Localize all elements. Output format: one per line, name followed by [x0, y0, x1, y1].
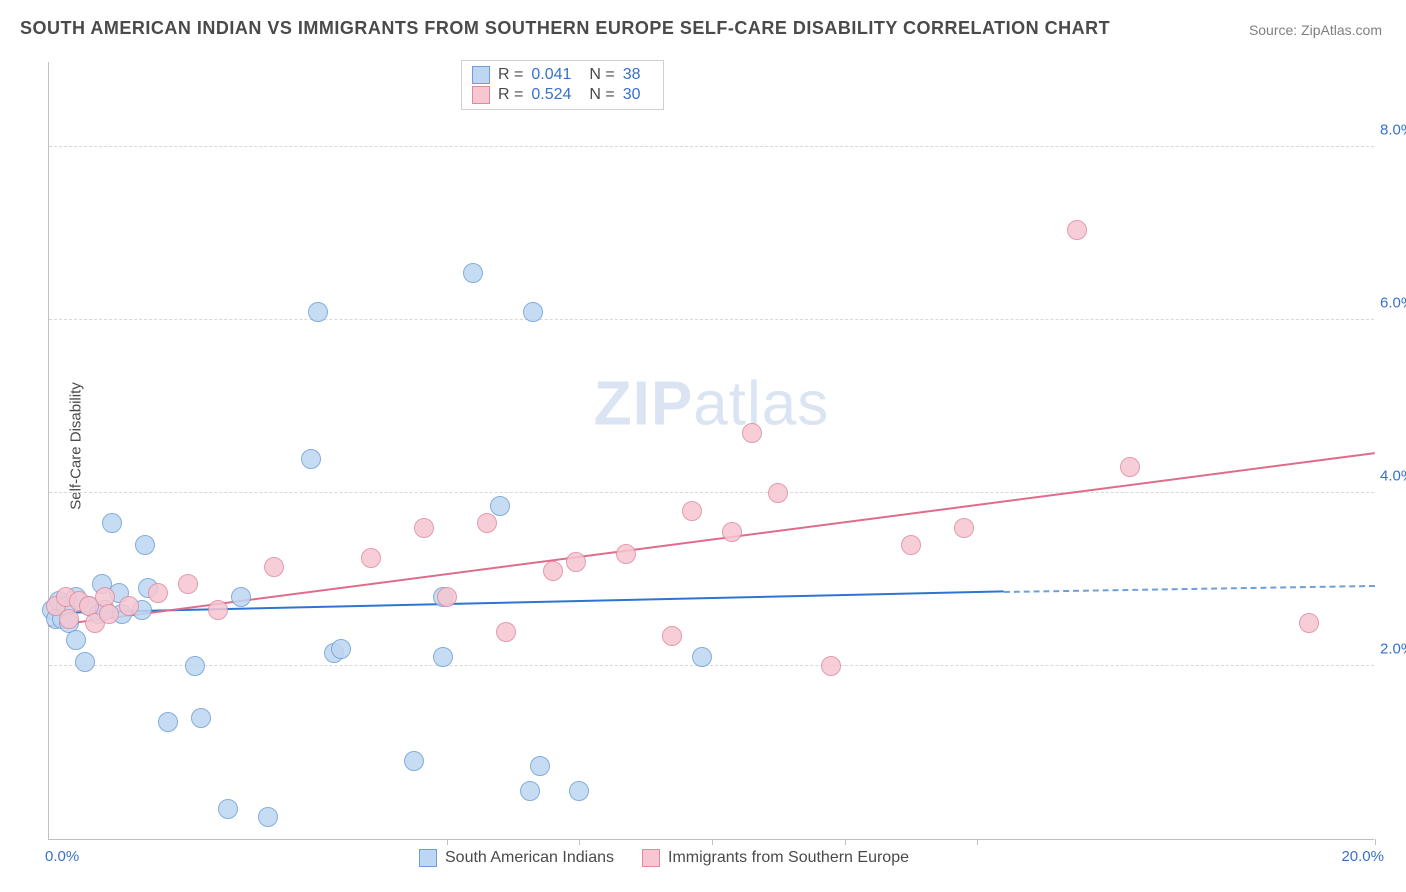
chart-title: SOUTH AMERICAN INDIAN VS IMMIGRANTS FROM… [20, 18, 1110, 39]
r-value-ise: 0.524 [531, 86, 571, 104]
data-point [119, 596, 139, 616]
stats-legend-box: R = 0.041 N = 38 R = 0.524 N = 30 [461, 60, 664, 110]
data-point [218, 799, 238, 819]
data-point [742, 423, 762, 443]
legend-item-ise: Immigrants from Southern Europe [642, 849, 909, 867]
data-point [520, 781, 540, 801]
trend-line [49, 591, 1004, 615]
n-value-sai: 38 [623, 66, 641, 84]
trend-line [1004, 585, 1375, 593]
data-point [148, 583, 168, 603]
n-label: N = [589, 86, 614, 104]
data-point [258, 807, 278, 827]
legend-item-sai: South American Indians [419, 849, 614, 867]
r-value-sai: 0.041 [531, 66, 571, 84]
data-point [437, 587, 457, 607]
data-point [414, 518, 434, 538]
gridline [49, 492, 1374, 493]
data-point [662, 626, 682, 646]
y-tick-label: 6.0% [1380, 295, 1406, 312]
data-point [566, 552, 586, 572]
data-point [231, 587, 251, 607]
legend-label-ise: Immigrants from Southern Europe [668, 849, 909, 867]
data-point [178, 574, 198, 594]
data-point [1120, 457, 1140, 477]
gridline [49, 319, 1374, 320]
x-tick-mark [845, 839, 846, 845]
data-point [308, 302, 328, 322]
legend-swatch-ise [642, 849, 660, 867]
y-tick-label: 2.0% [1380, 641, 1406, 658]
data-point [264, 557, 284, 577]
data-point [543, 561, 563, 581]
x-tick-label-min: 0.0% [45, 848, 79, 865]
x-tick-mark [579, 839, 580, 845]
gridline [49, 146, 1374, 147]
data-point [66, 630, 86, 650]
data-point [1299, 613, 1319, 633]
y-tick-label: 8.0% [1380, 122, 1406, 139]
n-value-ise: 30 [623, 86, 641, 104]
data-point [682, 501, 702, 521]
x-tick-mark [712, 839, 713, 845]
watermark-bold: ZIP [594, 369, 693, 438]
data-point [901, 535, 921, 555]
data-point [821, 656, 841, 676]
plot-area: ZIPatlas R = 0.041 N = 38 R = 0.524 N = … [48, 62, 1374, 840]
data-point [158, 712, 178, 732]
stats-row-sai: R = 0.041 N = 38 [472, 65, 651, 85]
gridline [49, 665, 1374, 666]
data-point [954, 518, 974, 538]
watermark: ZIPatlas [594, 368, 829, 439]
data-point [191, 708, 211, 728]
data-point [185, 656, 205, 676]
legend-label-sai: South American Indians [445, 849, 614, 867]
data-point [490, 496, 510, 516]
data-point [569, 781, 589, 801]
data-point [768, 483, 788, 503]
source-label: Source: ZipAtlas.com [1249, 22, 1382, 38]
data-point [496, 622, 516, 642]
r-label: R = [498, 66, 523, 84]
data-point [135, 535, 155, 555]
data-point [692, 647, 712, 667]
data-point [616, 544, 636, 564]
data-point [331, 639, 351, 659]
data-point [59, 609, 79, 629]
bottom-legend: South American Indians Immigrants from S… [419, 849, 909, 867]
data-point [208, 600, 228, 620]
y-tick-label: 4.0% [1380, 468, 1406, 485]
data-point [1067, 220, 1087, 240]
data-point [523, 302, 543, 322]
data-point [75, 652, 95, 672]
x-tick-label-max: 20.0% [1341, 848, 1384, 865]
watermark-rest: atlas [693, 369, 829, 438]
data-point [433, 647, 453, 667]
data-point [477, 513, 497, 533]
data-point [404, 751, 424, 771]
data-point [301, 449, 321, 469]
x-tick-mark [447, 839, 448, 845]
swatch-ise [472, 86, 490, 104]
legend-swatch-sai [419, 849, 437, 867]
data-point [361, 548, 381, 568]
data-point [463, 263, 483, 283]
r-label: R = [498, 86, 523, 104]
data-point [530, 756, 550, 776]
x-tick-mark [1375, 839, 1376, 845]
data-point [102, 513, 122, 533]
data-point [722, 522, 742, 542]
x-tick-mark [977, 839, 978, 845]
n-label: N = [589, 66, 614, 84]
data-point [99, 604, 119, 624]
swatch-sai [472, 66, 490, 84]
stats-row-ise: R = 0.524 N = 30 [472, 85, 651, 105]
